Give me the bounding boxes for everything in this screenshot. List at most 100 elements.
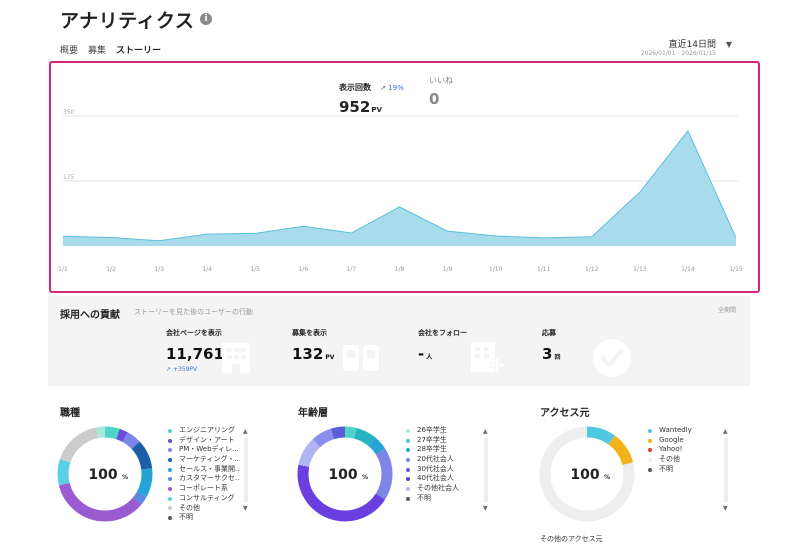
legend-item[interactable]: 28卒学生 <box>406 445 478 455</box>
legend-item[interactable]: Yahoo! <box>648 445 720 455</box>
data-point[interactable] <box>348 230 354 236</box>
scroll-down-icon[interactable]: ▼ <box>483 505 488 512</box>
data-point[interactable] <box>300 223 306 229</box>
donut-center-unit: % <box>604 474 610 481</box>
legend-label: その他 <box>179 503 200 512</box>
legend-item[interactable]: コンサルティング <box>168 494 240 504</box>
legend-item[interactable]: 40代社会人 <box>406 474 478 484</box>
tab-bar: 概要 募集 ストーリー <box>60 43 161 63</box>
legend-item[interactable]: 不明 <box>168 513 240 523</box>
scroll-up-icon[interactable]: ▲ <box>723 428 728 435</box>
legend-dot <box>168 457 172 462</box>
legend-label: デザイン・アート <box>179 435 235 444</box>
kpi-label: 会社ページを表示 <box>166 329 222 337</box>
donut-center-value: 100 <box>570 467 599 483</box>
data-point[interactable] <box>685 128 691 134</box>
tab-stories[interactable]: ストーリー <box>116 43 161 63</box>
building-icon <box>222 343 250 373</box>
recruitment-contribution-section: 採用への貢献 ストーリーを見た後のユーザーの行動 全期間 会社ページを表示 11… <box>48 296 750 386</box>
data-point[interactable] <box>637 189 643 195</box>
contribution-period: 全期間 <box>717 307 736 314</box>
legend-dot <box>168 496 172 501</box>
series-line <box>62 129 737 242</box>
legend-item[interactable]: 26卒学生 <box>406 426 478 436</box>
data-point[interactable] <box>589 234 595 240</box>
legend-dot <box>648 428 652 433</box>
legend-dot <box>648 438 652 443</box>
x-tick-label: 1/1 <box>58 266 68 273</box>
legend-item[interactable]: デザイン・アート <box>168 436 240 446</box>
data-point[interactable] <box>733 235 739 241</box>
legend-label: 27卒学生 <box>417 435 447 444</box>
age-legend-scrollbar[interactable]: ▲ ▼ <box>483 428 489 512</box>
scroll-down-icon[interactable]: ▼ <box>243 505 248 512</box>
metric-impressions-value: 952PV <box>339 98 382 116</box>
data-point[interactable] <box>541 235 547 241</box>
legend-item[interactable]: PM・Webディレ... <box>168 445 240 455</box>
legend-dot <box>648 467 652 472</box>
kpi-value: 132 PV <box>292 345 335 363</box>
metric-likes[interactable]: いいね 0 <box>429 75 453 108</box>
kpi-label: 会社をフォロー <box>418 329 467 337</box>
tab-overview[interactable]: 概要 <box>60 46 79 56</box>
scroll-up-icon[interactable]: ▲ <box>483 428 488 435</box>
kpi-change: ↗ +359PV <box>166 366 198 373</box>
legend-item[interactable]: カスタマーサクセ... <box>168 474 240 484</box>
legend-item[interactable]: Wantedly <box>648 426 720 436</box>
legend-item[interactable]: 不明 <box>648 465 720 475</box>
legend-item[interactable]: 27卒学生 <box>406 436 478 446</box>
data-point[interactable] <box>156 238 162 244</box>
legend-item[interactable]: その他社会人 <box>406 484 478 494</box>
scroll-up-icon[interactable]: ▲ <box>243 428 248 435</box>
legend-item[interactable]: 30代社会人 <box>406 465 478 475</box>
legend-item[interactable]: その他 <box>648 455 720 465</box>
date-range-text: 2026/01/01 - 2026/01/15 <box>640 50 716 57</box>
donut-slice[interactable] <box>57 426 153 522</box>
data-point[interactable] <box>252 230 258 236</box>
legend-item[interactable]: 不明 <box>406 494 478 504</box>
legend-item[interactable]: マーケティング・... <box>168 455 240 465</box>
x-tick-label: 1/8 <box>395 266 405 273</box>
donut-center-value: 100 <box>88 467 117 483</box>
kpi-label: 応募 <box>542 329 556 337</box>
donut-slice[interactable] <box>297 426 393 522</box>
data-point[interactable] <box>397 204 403 210</box>
legend-item[interactable]: コーポレート系 <box>168 484 240 494</box>
legend-dot <box>648 457 652 462</box>
data-point[interactable] <box>108 234 114 240</box>
contribution-subtitle: ストーリーを見た後のユーザーの行動 <box>134 308 253 316</box>
legend-label: 28卒学生 <box>417 445 447 454</box>
scroll-down-icon[interactable]: ▼ <box>723 505 728 512</box>
donut-slice[interactable] <box>57 426 153 522</box>
donut-slice[interactable] <box>297 426 393 522</box>
data-point[interactable] <box>204 231 210 237</box>
legend-item[interactable]: 20代社会人 <box>406 455 478 465</box>
occupation-legend-scrollbar[interactable]: ▲ ▼ <box>243 428 249 512</box>
legend-dot <box>406 448 410 453</box>
data-point[interactable] <box>445 228 451 234</box>
info-icon[interactable]: i <box>200 13 212 25</box>
data-point[interactable] <box>60 233 66 239</box>
legend-label: セールス・事業開... <box>179 464 240 473</box>
legend-item[interactable]: その他 <box>168 504 240 514</box>
legend-label: 26卒学生 <box>417 426 447 434</box>
donut-slice[interactable] <box>539 426 635 522</box>
access-legend-scrollbar[interactable]: ▲ ▼ <box>723 428 729 512</box>
donut-slice[interactable] <box>57 426 153 522</box>
y-tick-label: 350 <box>63 109 75 116</box>
legend-dot <box>648 448 652 453</box>
legend-dot <box>168 477 172 482</box>
x-tick-label: 1/13 <box>633 266 647 273</box>
metric-impressions[interactable]: 表示回数 ↗ 19% 952PV <box>339 75 404 116</box>
legend-item[interactable]: Google <box>648 436 720 446</box>
date-range-select[interactable]: 直近14日間 <box>668 40 716 50</box>
x-tick-label: 1/15 <box>729 266 743 273</box>
x-tick-label: 1/14 <box>681 266 695 273</box>
tab-recruitment[interactable]: 募集 <box>88 46 107 56</box>
chevron-down-icon[interactable]: ▼ <box>725 40 732 49</box>
donut-slice[interactable] <box>57 426 153 522</box>
legend-item[interactable]: エンジニアリング <box>168 426 240 436</box>
donut-slice[interactable] <box>297 426 393 522</box>
legend-item[interactable]: セールス・事業開... <box>168 465 240 475</box>
data-point[interactable] <box>493 233 499 239</box>
